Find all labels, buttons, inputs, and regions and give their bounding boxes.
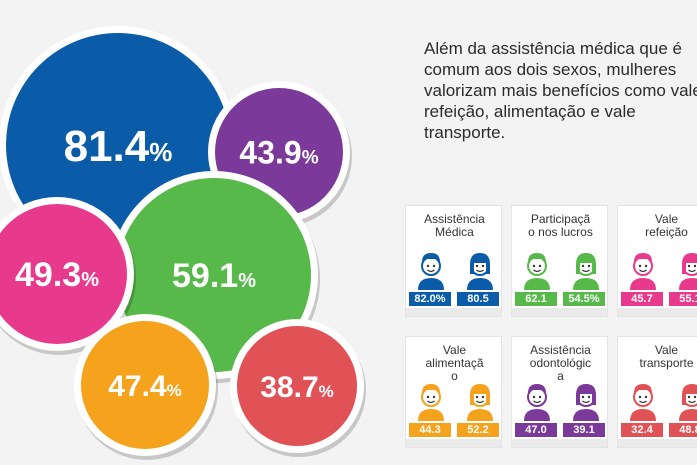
benefit-title-line: Médica <box>435 225 474 239</box>
benefit-title: Vale alimentaçã o <box>406 343 501 383</box>
benefit-title-line: Vale <box>654 212 679 226</box>
women-value: 80.5 <box>457 292 499 306</box>
man-icon <box>628 250 658 295</box>
bubble-value: 81.4 <box>64 122 150 171</box>
bubble-value: 49.3 <box>15 256 81 294</box>
man-icon <box>416 381 446 426</box>
benefit-title-line: refeição <box>645 225 688 239</box>
bubble-circle <box>237 326 357 446</box>
benefit-title-line: Participaçã <box>530 212 591 226</box>
bubble-unit: % <box>238 270 256 292</box>
bubble-unit: % <box>167 381 182 400</box>
women-value: 39.1 <box>563 423 605 437</box>
bubble-value-label: 47.4% <box>108 370 182 403</box>
men-value: 32.4 <box>621 423 663 437</box>
bubble-unit: % <box>81 269 99 291</box>
people-icons <box>518 250 607 290</box>
women-value: 48.8 <box>669 423 697 437</box>
people-icons <box>624 381 697 421</box>
men-value: 47.0 <box>515 423 557 437</box>
bubble-value: 38.7 <box>260 371 318 404</box>
card-footer <box>406 308 501 316</box>
benefit-title-line: Assistência <box>424 212 485 226</box>
woman-icon <box>465 250 495 295</box>
bubble-value: 59.1 <box>172 257 238 295</box>
intro-line: comum aos dois sexos, mulheres <box>424 60 677 79</box>
benefit-card: Assistência Médica 82.0% 80.5 <box>405 205 502 317</box>
intro-line: valorizam mais benefícios como vale <box>424 81 697 100</box>
card-footer <box>618 439 697 447</box>
card-footer <box>512 439 607 447</box>
bubble-value-label: 43.9% <box>239 135 318 171</box>
benefit-title: Assistência Médica <box>406 212 501 239</box>
bubble-unit: % <box>319 382 334 401</box>
benefit-card: Vale alimentaçã o 44.3 52.2 <box>405 336 502 448</box>
bubble-circle <box>81 321 209 449</box>
man-icon <box>416 250 446 295</box>
benefit-card: Assistência odontológic a 47.0 39.1 <box>511 336 608 448</box>
benefit-card: Participaçã o nos lucros 62.1 54.5% <box>511 205 608 317</box>
benefit-title-line: odontológic <box>529 356 592 370</box>
bubble-value-label: 49.3% <box>15 256 99 294</box>
men-value: 45.7 <box>621 292 663 306</box>
people-icons <box>412 381 501 421</box>
woman-icon <box>677 250 697 295</box>
intro-line: Além da assistência médica que é <box>424 39 682 58</box>
bubble-value: 43.9 <box>239 135 301 171</box>
card-footer <box>406 439 501 447</box>
benefit-title: Participaçã o nos lucros <box>512 212 607 239</box>
benefit-title: Vale transporte <box>618 344 697 370</box>
bubble-value-label: 38.7% <box>260 371 334 404</box>
intro-line: transporte. <box>424 123 506 142</box>
bubble-chart: 81.4% 43.9%59.1%49.3%47.4% 38.7% <box>0 26 366 460</box>
woman-icon <box>571 250 601 295</box>
women-value: 54.5% <box>563 292 605 306</box>
benefit-title-line: alimentaçã <box>425 356 484 370</box>
bubble-unit: % <box>149 137 172 167</box>
benefit-title: Vale refeição <box>618 213 697 239</box>
people-icons <box>412 250 501 290</box>
woman-icon <box>677 381 697 426</box>
bubble-value: 47.4 <box>108 370 167 403</box>
bubble-circle <box>0 204 127 344</box>
men-value: 62.1 <box>515 292 557 306</box>
women-value: 52.2 <box>457 423 499 437</box>
man-icon <box>522 381 552 426</box>
benefit-title-line: o nos lucros <box>528 225 593 239</box>
bubble: 49.3% <box>0 197 136 355</box>
bubble: 38.7% <box>230 319 366 457</box>
bubble-unit: % <box>302 148 319 169</box>
man-icon <box>522 250 552 295</box>
benefits-grid: Assistência Médica 82.0% 80.5 Participaçã o n… <box>405 205 697 465</box>
intro-text: Além da assistência médica que é comum a… <box>424 38 697 143</box>
benefit-title-line: Vale <box>442 343 467 357</box>
card-footer <box>618 308 697 316</box>
woman-icon <box>571 381 601 426</box>
benefit-title-line: Assistência <box>530 343 591 357</box>
card-footer <box>512 308 607 316</box>
man-icon <box>628 381 658 426</box>
bubble-value-label: 81.4% <box>64 122 173 171</box>
men-value: 44.3 <box>409 423 451 437</box>
intro-line: refeição, alimentação e vale <box>424 102 636 121</box>
people-icons <box>624 250 697 290</box>
men-value: 82.0% <box>409 292 451 306</box>
benefit-title: Assistência odontológic a <box>512 343 607 383</box>
bubble: 47.4% <box>74 314 218 460</box>
benefit-title-line: a <box>557 369 564 383</box>
women-value: 55.1 <box>669 292 697 306</box>
benefit-title-line: transporte <box>639 356 694 370</box>
benefit-title-line: o <box>451 369 458 383</box>
people-icons <box>518 381 607 421</box>
benefit-title-line: Vale <box>654 343 679 357</box>
woman-icon <box>465 381 495 426</box>
bubble-value-label: 59.1% <box>172 257 256 295</box>
